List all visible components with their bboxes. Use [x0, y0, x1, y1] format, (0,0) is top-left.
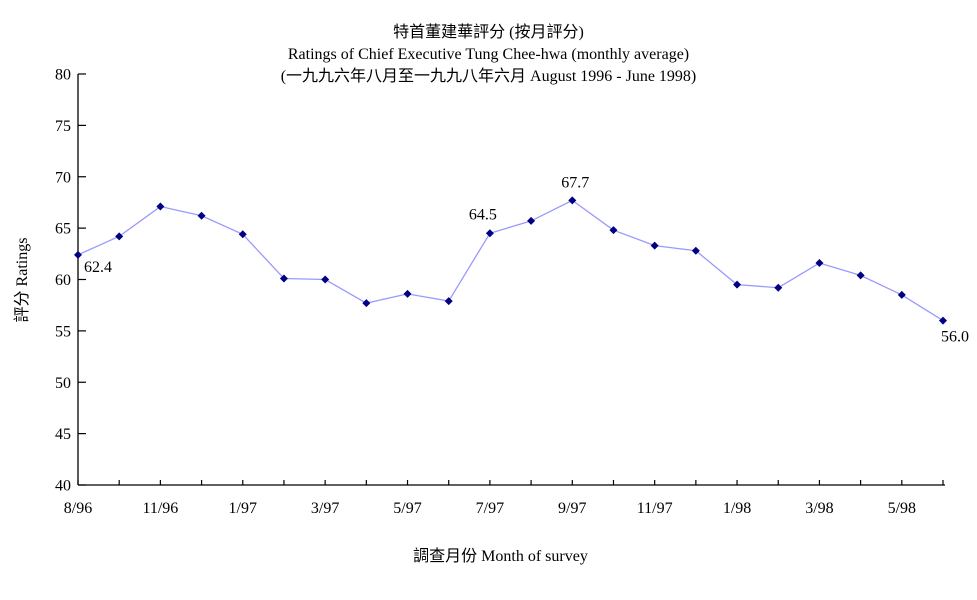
y-axis-tick-label: 50	[55, 375, 71, 392]
data-point-marker	[197, 211, 206, 220]
y-axis-tick-label: 60	[55, 272, 71, 289]
x-axis-tick-label: 1/97	[229, 500, 257, 517]
chart-subtitle-daterange: (一九九六年八月至一九九八年六月 August 1996 - June 1998…	[280, 68, 697, 85]
chart-title-block: 特首董建華評分 (按月評分) Ratings of Chief Executiv…	[0, 22, 977, 88]
data-point-marker	[156, 202, 165, 211]
x-axis-tick-label: 8/96	[64, 500, 92, 517]
data-point-marker	[691, 246, 700, 255]
data-point-label: 67.7	[561, 174, 589, 191]
data-point-marker	[650, 241, 659, 250]
chart-title-english: Ratings of Chief Executive Tung Chee-hwa…	[287, 46, 690, 63]
data-point-marker	[238, 230, 247, 239]
data-point-marker	[856, 271, 865, 280]
data-point-label: 56.0	[941, 329, 969, 346]
data-point-marker	[485, 229, 494, 238]
data-point-marker	[774, 283, 783, 292]
x-axis-tick-label: 9/97	[558, 500, 586, 517]
x-axis-tick-label: 1/98	[723, 500, 751, 517]
x-axis-tick-label: 5/97	[393, 500, 421, 517]
y-axis-tick-label: 65	[55, 221, 71, 238]
y-axis-tick-label: 80	[55, 67, 71, 84]
y-axis-tick-label: 70	[55, 169, 71, 186]
data-point-marker	[444, 297, 453, 306]
data-point-marker	[897, 290, 906, 299]
rating-series-line	[77, 199, 944, 322]
y-axis-tick-label: 75	[55, 118, 71, 135]
data-point-marker	[527, 216, 536, 225]
y-axis-tick-label: 55	[55, 323, 71, 340]
data-point-marker	[279, 274, 288, 283]
data-point-label: 62.4	[84, 259, 112, 276]
data-point-marker	[568, 196, 577, 205]
data-point-marker	[403, 289, 412, 298]
x-axis-tick-label: 7/97	[476, 500, 504, 517]
x-axis-tick-label: 3/98	[805, 500, 833, 517]
data-point-marker	[815, 259, 824, 268]
data-point-marker	[939, 316, 947, 325]
data-point-label: 64.5	[469, 206, 497, 223]
x-axis-tick-label: 11/96	[142, 500, 178, 517]
x-axis-tick-label: 3/97	[311, 500, 339, 517]
data-point-marker	[362, 299, 371, 308]
x-axis-tick-label: 5/98	[888, 500, 916, 517]
data-point-marker	[115, 232, 124, 241]
x-axis-title: 調查月份 Month of survey	[413, 548, 588, 565]
data-point-marker	[321, 275, 330, 284]
y-axis-tick-label: 40	[55, 478, 71, 495]
data-point-marker	[733, 280, 742, 289]
data-point-marker	[609, 226, 618, 235]
data-point-marker	[74, 250, 82, 259]
chart-title-chinese: 特首董建華評分 (按月評分)	[393, 24, 584, 41]
x-axis-tick-label: 11/97	[637, 500, 673, 517]
y-axis-tick-label: 45	[55, 426, 71, 443]
